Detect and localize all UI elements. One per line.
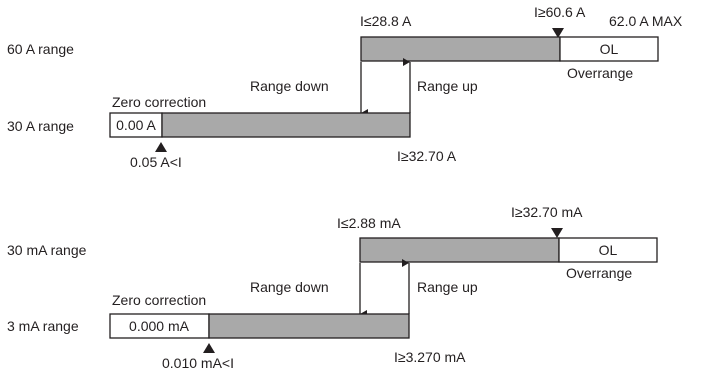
amp-up-threshold-marker-icon	[552, 28, 564, 38]
ma-overrange-label: Overrange	[566, 265, 632, 281]
ma-range-down-label: Range down	[250, 279, 329, 295]
amp-zero-threshold-label: 0.05 A<I	[130, 154, 182, 170]
amp-high-range-label: 60 A range	[7, 41, 74, 57]
amp-max-label: 62.0 A MAX	[609, 13, 683, 29]
ma-low-up-threshold-label: I≥3.270 mA	[394, 349, 466, 365]
ma-high-range-label: 30 mA range	[7, 242, 87, 258]
amp-overrange-label: Overrange	[567, 65, 633, 81]
ma-zero-value: 0.000 mA	[129, 318, 190, 334]
amp-zero-box	[109, 112, 163, 138]
amp-high-range-bar	[360, 36, 561, 62]
amp-low-range-bar	[161, 112, 411, 138]
ma-up-threshold-label: I≥32.70 mA	[511, 204, 583, 220]
ma-zero-threshold-marker-icon	[203, 343, 215, 353]
ma-ol-label: OL	[599, 242, 618, 258]
ma-down-threshold-label: I≤2.88 mA	[337, 215, 401, 231]
ma-zero-threshold-label: 0.010 mA<I	[162, 355, 234, 371]
milliamp-diagram: 30 mA range I≤2.88 mA I≥32.70 mA OL Over…	[7, 204, 658, 371]
ma-zero-correction-label: Zero correction	[112, 292, 206, 308]
amp-zero-correction-label: Zero correction	[112, 94, 206, 110]
amp-up-threshold-label: I≥60.6 A	[534, 4, 586, 20]
ma-range-up-label: Range up	[417, 279, 478, 295]
amp-diagram: 60 A range I≤28.8 A I≥60.6 A 62.0 A MAX …	[7, 4, 683, 170]
amp-range-down-label: Range down	[250, 78, 329, 94]
ma-high-range-bar	[359, 237, 560, 263]
ma-ol-box	[558, 237, 658, 263]
amp-low-up-threshold-label: I≥32.70 A	[397, 148, 457, 164]
ma-up-threshold-marker-icon	[551, 228, 563, 238]
amp-low-range-label: 30 A range	[7, 118, 74, 134]
ma-low-range-bar	[208, 313, 410, 339]
amp-zero-threshold-marker-icon	[155, 142, 167, 152]
amp-down-threshold-label: I≤28.8 A	[360, 13, 412, 29]
amp-ol-label: OL	[600, 41, 619, 57]
ma-low-range-label: 3 mA range	[7, 318, 79, 334]
amp-ol-box	[559, 36, 659, 62]
amp-range-up-label: Range up	[417, 78, 478, 94]
amp-zero-value: 0.00 A	[116, 117, 156, 133]
